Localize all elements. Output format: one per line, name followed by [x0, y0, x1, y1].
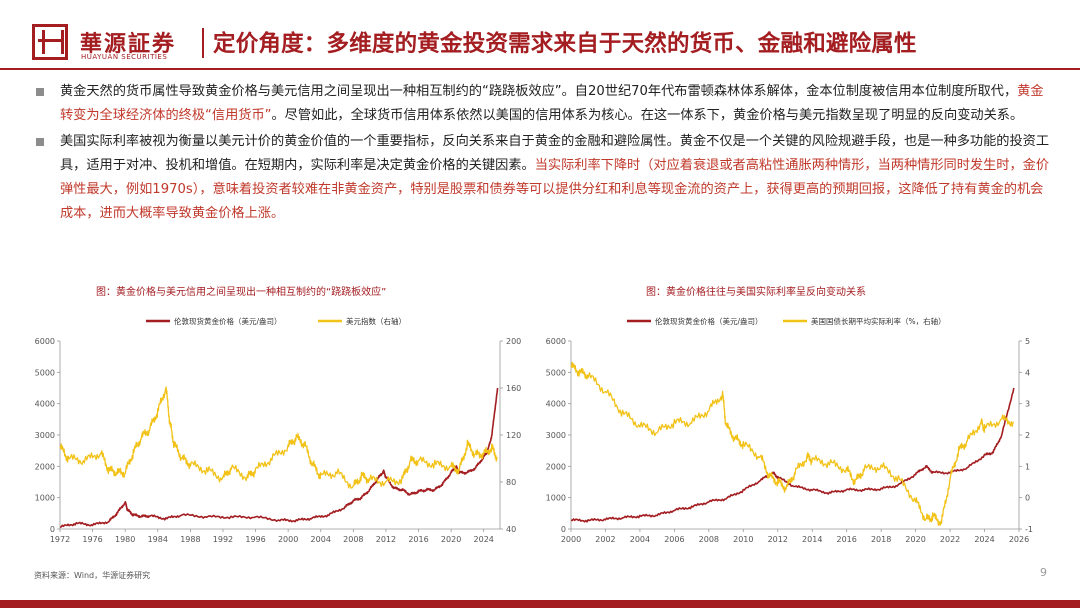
- gold-price-line: [570, 387, 1015, 523]
- x-tick-label: 2018: [871, 535, 891, 544]
- y-tick-label-left: 4000: [35, 400, 55, 409]
- real-rate-line: [570, 361, 1015, 526]
- x-tick-label: 2026: [1009, 535, 1029, 544]
- bullet-1-part-2: 黄金转变为全球经济体的终极“信用货币”: [60, 84, 1044, 123]
- y-tick-label-left: 0: [50, 525, 55, 534]
- x-tick-label: 2000: [561, 535, 581, 544]
- header-divider: [202, 28, 204, 58]
- y-tick-label-left: 4000: [546, 400, 566, 409]
- y-tick-label-right: 4: [1025, 368, 1030, 377]
- y-tick-label-right: 40: [506, 525, 516, 534]
- chart-1-title: 图：黄金价格与美元信用之间呈现出一种相互制约的“跷跷板效应”: [96, 287, 387, 298]
- x-tick-label: 2016: [408, 535, 428, 544]
- header: 華源証券 HUAYUAN SECURITIES 定价角度：多维度的黄金投资需求来…: [0, 0, 1080, 70]
- page-number: 9: [1040, 566, 1047, 579]
- x-tick-label: 2010: [733, 535, 753, 544]
- x-tick-label: 2008: [343, 535, 363, 544]
- y-tick-label-left: 0: [561, 525, 566, 534]
- y-tick-label-right: 120: [506, 431, 521, 440]
- gold-price-line: [59, 387, 499, 528]
- x-tick-label: 2012: [376, 535, 396, 544]
- x-tick-label: 2006: [664, 535, 684, 544]
- y-tick-label-left: 3000: [35, 431, 55, 440]
- x-tick-label: 1972: [50, 535, 70, 544]
- bullet-square-icon: [36, 138, 44, 146]
- x-tick-label: 2000: [278, 535, 298, 544]
- bullet-list: 黄金天然的货币属性导致黄金价格与美元信用之间呈现出一种相互制约的“跷跷板效应”。…: [32, 80, 1052, 228]
- chart-1-gold-vs-dollar-index: 0 1000 2000 3000 4000 5000 6000 40 80 120 160 200 19…: [35, 316, 522, 544]
- x-tick-label: 2020: [441, 535, 461, 544]
- legend-label: 伦敦现货黄金价格（美元/盎司）: [655, 316, 763, 326]
- y-tick-label-right: 1: [1025, 462, 1030, 471]
- x-tick-label: 1988: [180, 535, 200, 544]
- y-tick-label-left: 3000: [546, 431, 566, 440]
- x-tick-label: 2004: [630, 535, 650, 544]
- chart-2-title: 图：黄金价格往往与美国实际利率呈反向变动关系: [646, 287, 866, 298]
- x-tick-label: 2014: [802, 535, 822, 544]
- x-tick-label: 2022: [940, 535, 960, 544]
- header-rule: [0, 68, 1080, 70]
- y-tick-label-left: 6000: [546, 337, 566, 346]
- y-tick-label-right: 160: [506, 384, 521, 393]
- bullet-square-icon: [36, 88, 44, 96]
- page-title: 定价角度：多维度的黄金投资需求来自于天然的货币、金融和避险属性: [213, 31, 917, 57]
- chart-2-gold-vs-real-rate: 0 1000 2000 3000 4000 5000 6000 -1 0 1 2 3 4 5 2000 200…: [546, 316, 1033, 544]
- x-tick-label: 1976: [82, 535, 102, 544]
- footer-bar: [0, 600, 1080, 608]
- y-tick-label-left: 6000: [35, 337, 55, 346]
- legend-label: 美国国债长期平均实际利率（%，右轴）: [811, 316, 946, 326]
- y-tick-label-right: 80: [506, 478, 516, 487]
- x-tick-label: 2024: [474, 535, 494, 544]
- brand-name-en: HUAYUAN SECURITIES: [81, 53, 168, 61]
- y-tick-label-right: 0: [1025, 494, 1030, 503]
- huayuan-logo-icon: [32, 24, 68, 60]
- y-tick-label-left: 2000: [35, 462, 55, 471]
- bullet-1-part-1: 黄金天然的货币属性导致黄金价格与美元信用之间呈现出一种相互制约的“跷跷板效应”。…: [60, 84, 1018, 99]
- source-note: 资料来源：Wind，华源证券研究: [34, 571, 151, 580]
- y-tick-label-left: 2000: [546, 462, 566, 471]
- x-tick-label: 1984: [148, 535, 168, 544]
- x-tick-label: 2012: [768, 535, 788, 544]
- bullet-1: 黄金天然的货币属性导致黄金价格与美元信用之间呈现出一种相互制约的“跷跷板效应”。…: [32, 80, 1052, 128]
- legend-label: 伦敦现货黄金价格（美元/盎司）: [174, 316, 282, 326]
- x-tick-label: 2016: [837, 535, 857, 544]
- bullet-2: 美国实际利率被视为衡量以美元计价的黄金价值的一个重要指标，反向关系来自于黄金的金…: [32, 130, 1052, 226]
- x-tick-label: 1996: [245, 535, 265, 544]
- bullet-2-part-1: 美国实际利率被视为衡量以美元计价的黄金价值的一个重要指标，反向关系来自于黄金的金…: [60, 134, 1050, 173]
- y-tick-label-right: 3: [1025, 400, 1030, 409]
- dollar-index-line: [59, 386, 498, 489]
- y-tick-label-left: 5000: [35, 368, 55, 377]
- y-tick-label-left: 1000: [546, 494, 566, 503]
- x-tick-label: 2004: [311, 535, 331, 544]
- y-tick-label-left: 1000: [35, 494, 55, 503]
- y-tick-label-right: 5: [1025, 337, 1030, 346]
- y-tick-label-left: 5000: [546, 368, 566, 377]
- x-tick-label: 2020: [905, 535, 925, 544]
- x-tick-label: 1980: [115, 535, 135, 544]
- bullet-2-part-2: 当实际利率下降时（对应着衰退或者高粘性通胀两种情形，当两种情形同时发生时，金价弹…: [60, 158, 1050, 221]
- y-tick-label-right: -1: [1025, 525, 1033, 534]
- y-tick-label-right: 200: [506, 337, 521, 346]
- x-tick-label: 2002: [595, 535, 615, 544]
- y-tick-label-right: 2: [1025, 431, 1030, 440]
- brand-name: 華源証券: [80, 31, 177, 57]
- x-tick-label: 2008: [699, 535, 719, 544]
- x-tick-label: 1992: [213, 535, 233, 544]
- bullet-1-part-3: 。尽管如此，全球货币信用体系依然以美国的信用体系为核心。在这一体系下，黄金价格与…: [271, 108, 1024, 123]
- x-tick-label: 2024: [974, 535, 994, 544]
- legend-label: 美元指数（右轴）: [346, 316, 406, 326]
